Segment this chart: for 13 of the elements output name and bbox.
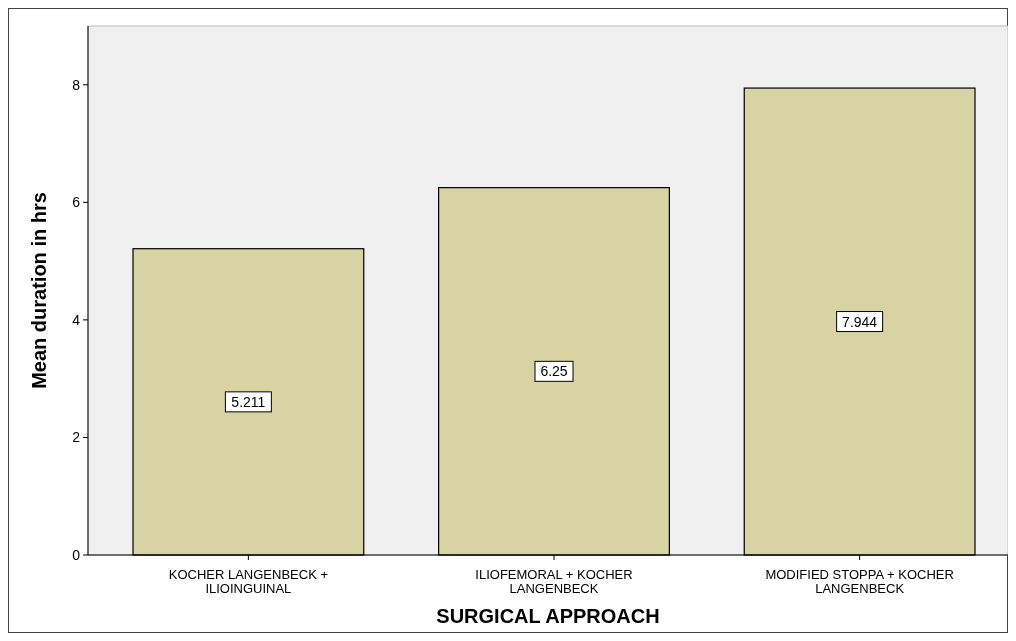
x-tick-label: KOCHER LANGENBECK + ILIOINGUINAL [168, 567, 329, 596]
x-tick-label: ILIOFEMORAL + KOCHER LANGENBECK [475, 567, 633, 596]
y-tick-label: 6 [72, 194, 81, 211]
data-label: 5.211 [231, 393, 266, 410]
x-tick-label: MODIFIED STOPPA + KOCHER LANGENBECK [765, 567, 954, 596]
y-axis-title: Mean duration in hrs [28, 192, 50, 389]
x-axis-title: SURGICAL APPROACH [436, 605, 660, 627]
data-label: 6.25 [540, 363, 568, 380]
y-tick-label: 2 [72, 429, 81, 446]
y-tick-label: 0 [72, 547, 81, 563]
data-label: 7.944 [842, 313, 878, 330]
y-tick-label: 8 [72, 76, 81, 93]
y-tick-label: 4 [72, 311, 81, 328]
